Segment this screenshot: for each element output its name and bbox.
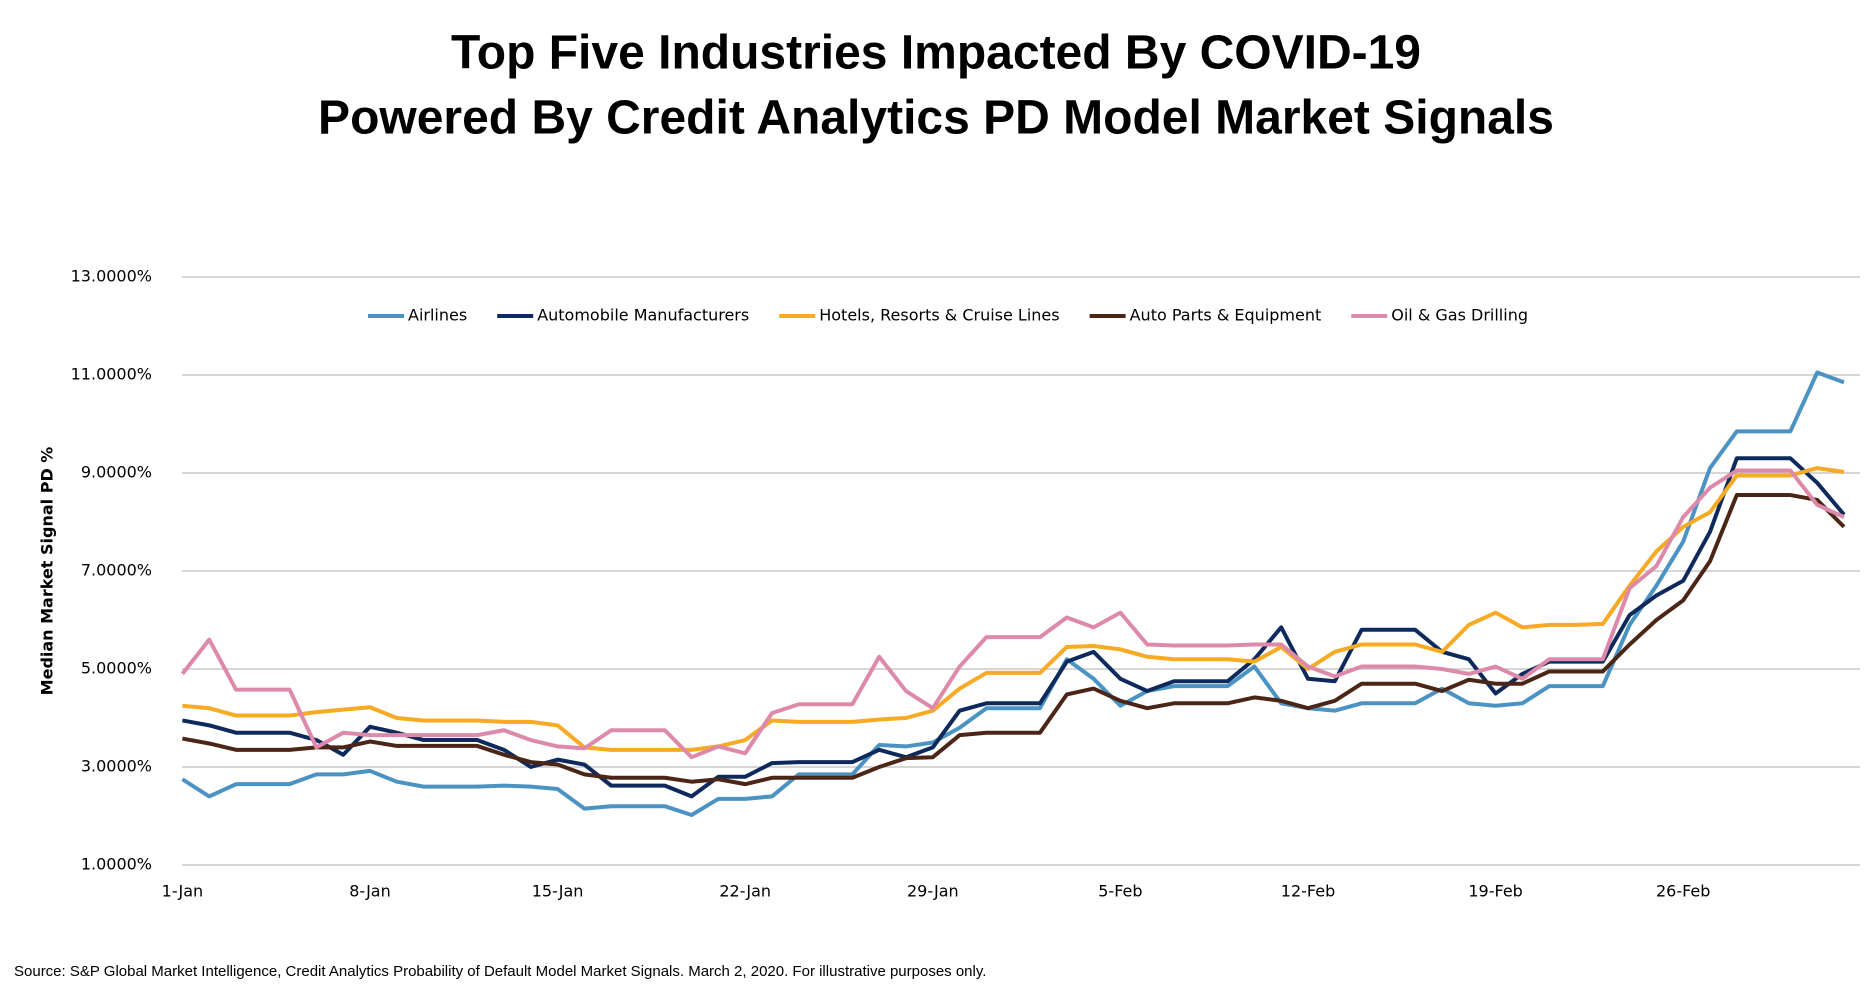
y-tick-label: 3.0000% — [81, 757, 152, 776]
legend-label: Airlines — [408, 306, 467, 325]
series-line — [182, 456, 1846, 799]
legend: Airlines Automobile Manufacturers Hotels, … — [368, 306, 1528, 325]
x-tick-label: 22-Jan — [719, 882, 771, 901]
legend-label: Auto Parts & Equipment — [1130, 306, 1322, 325]
x-tick-label: 1-Jan — [162, 882, 204, 901]
series-line — [182, 466, 1845, 752]
legend-label: Automobile Manufacturers — [537, 306, 749, 325]
y-tick-label: 1.0000% — [81, 855, 152, 874]
x-tick-label: 12-Feb — [1281, 882, 1335, 901]
legend-label: Oil & Gas Drilling — [1391, 306, 1528, 325]
series-line — [182, 493, 1846, 787]
y-tick-label: 5.0000% — [81, 659, 152, 678]
x-tick-label: 29-Jan — [907, 882, 959, 901]
source-note: Source: S&P Global Market Intelligence, … — [14, 963, 986, 980]
x-tick-label: 19-Feb — [1468, 882, 1522, 901]
series-line — [181, 370, 1845, 818]
x-tick-label: 5-Feb — [1098, 882, 1142, 901]
x-tick-label: 15-Jan — [532, 882, 584, 901]
chart-title: Top Five Industries Impacted By COVID-19 — [451, 27, 1421, 80]
legend-label: Hotels, Resorts & Cruise Lines — [819, 306, 1059, 325]
y-axis-title: Median Market Signal PD % — [38, 447, 57, 696]
x-tick-label: 8-Jan — [349, 882, 391, 901]
y-tick-label: 7.0000% — [81, 561, 152, 580]
series-line — [180, 468, 1845, 760]
chart-subtitle: Powered By Credit Analytics PD Model Mar… — [318, 92, 1554, 145]
y-tick-label: 9.0000% — [81, 463, 152, 482]
x-tick-label: 26-Feb — [1656, 882, 1710, 901]
y-tick-label: 13.0000% — [71, 267, 152, 286]
y-tick-label: 11.0000% — [71, 365, 152, 384]
